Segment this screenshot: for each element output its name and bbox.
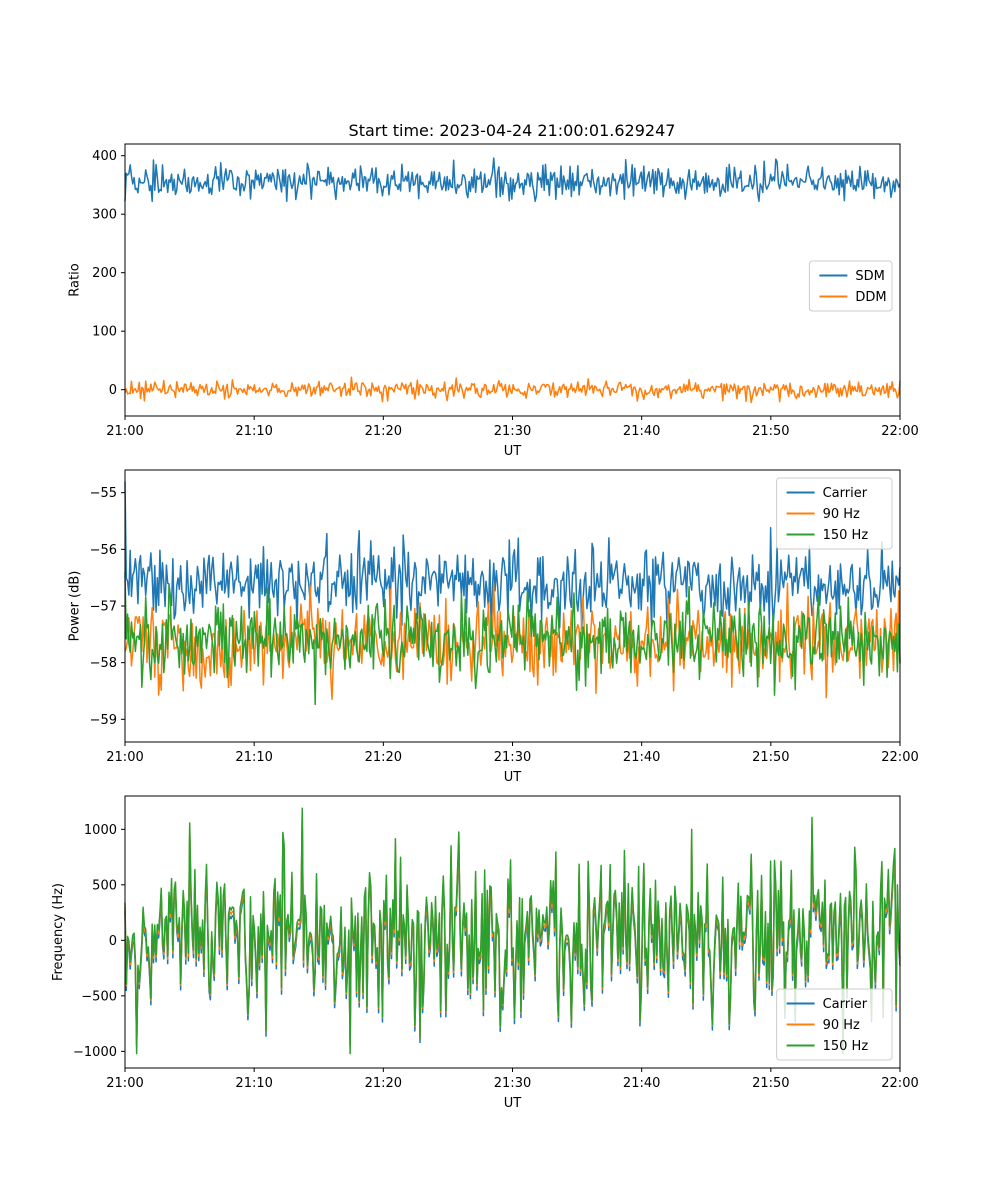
y-axis-label: Power (dB) [67,571,82,642]
x-tick-label: 21:50 [752,424,789,439]
legend: Carrier 90 Hz 150 Hz [776,988,893,1061]
panel-1: 21:00 21:10 21:20 21:30 21:40 21:50 22:00 UT 0 10… [67,143,919,459]
legend-label: 90 Hz [823,1018,860,1033]
figure-title: Start time: 2023-04-24 21:00:01.629247 [349,121,676,140]
y-tick-label: 1000 [84,823,117,838]
x-tick-label: 21:50 [752,1076,789,1091]
x-tick-label: 21:00 [106,1076,143,1091]
y-tick-label: 200 [92,266,117,281]
y-tick-label: −57 [90,600,117,615]
y-tick-label: −500 [81,989,117,1004]
y-tick-label: −55 [90,486,117,501]
y-tick-label: 500 [92,878,117,893]
series-line-sdm [124,157,901,203]
x-axis-label: UT [504,444,522,459]
legend-box [808,260,893,312]
series-line-90-hz [124,582,901,701]
series-line-ddm [124,376,901,404]
series-line-150-hz [124,807,901,1055]
y-tick-label: −56 [90,543,117,558]
legend: Carrier 90 Hz 150 Hz [776,477,893,550]
x-tick-label: 21:10 [235,750,272,765]
x-tick-label: 22:00 [881,750,918,765]
panel-2: 21:00 21:10 21:20 21:30 21:40 21:50 22:00 UT −55… [67,469,919,785]
x-tick-label: 21:30 [494,424,531,439]
x-tick-label: 21:30 [494,1076,531,1091]
panel-3: 21:00 21:10 21:20 21:30 21:40 21:50 22:00 UT 100… [51,795,919,1111]
x-tick-label: 21:50 [752,750,789,765]
legend: SDM DDM [808,260,893,312]
y-tick-label: −1000 [73,1045,117,1060]
legend-box [776,988,893,1061]
legend-label: DDM [855,290,886,305]
y-tick-label: 400 [92,149,117,164]
legend-label: SDM [855,269,884,284]
y-tick-label: −59 [90,713,117,728]
x-tick-label: 22:00 [881,424,918,439]
x-tick-label: 21:40 [623,424,660,439]
x-tick-label: 21:20 [365,750,402,765]
x-tick-label: 21:00 [106,424,143,439]
legend-label: 150 Hz [823,528,869,543]
x-tick-label: 21:20 [365,1076,402,1091]
series-line-150-hz [124,571,901,706]
y-tick-label: 300 [92,208,117,223]
x-tick-label: 21:00 [106,750,143,765]
x-tick-label: 22:00 [881,1076,918,1091]
y-axis-label: Ratio [67,263,82,296]
x-tick-label: 21:30 [494,750,531,765]
x-tick-label: 21:40 [623,750,660,765]
legend-label: 90 Hz [823,507,860,522]
y-tick-label: 100 [92,325,117,340]
legend-label: Carrier [823,997,868,1012]
legend-label: Carrier [823,486,868,501]
legend-box [776,477,893,550]
series-line-carrier [124,481,901,630]
legend-label: 150 Hz [823,1039,869,1054]
y-tick-label: −58 [90,656,117,671]
x-tick-label: 21:10 [235,1076,272,1091]
x-tick-label: 21:40 [623,1076,660,1091]
y-tick-label: 0 [109,934,117,949]
x-axis-label: UT [504,770,522,785]
x-tick-label: 21:20 [365,424,402,439]
x-axis-label: UT [504,1096,522,1111]
y-axis-label: Frequency (Hz) [51,883,66,981]
y-tick-label: 0 [109,383,117,398]
x-tick-label: 21:10 [235,424,272,439]
